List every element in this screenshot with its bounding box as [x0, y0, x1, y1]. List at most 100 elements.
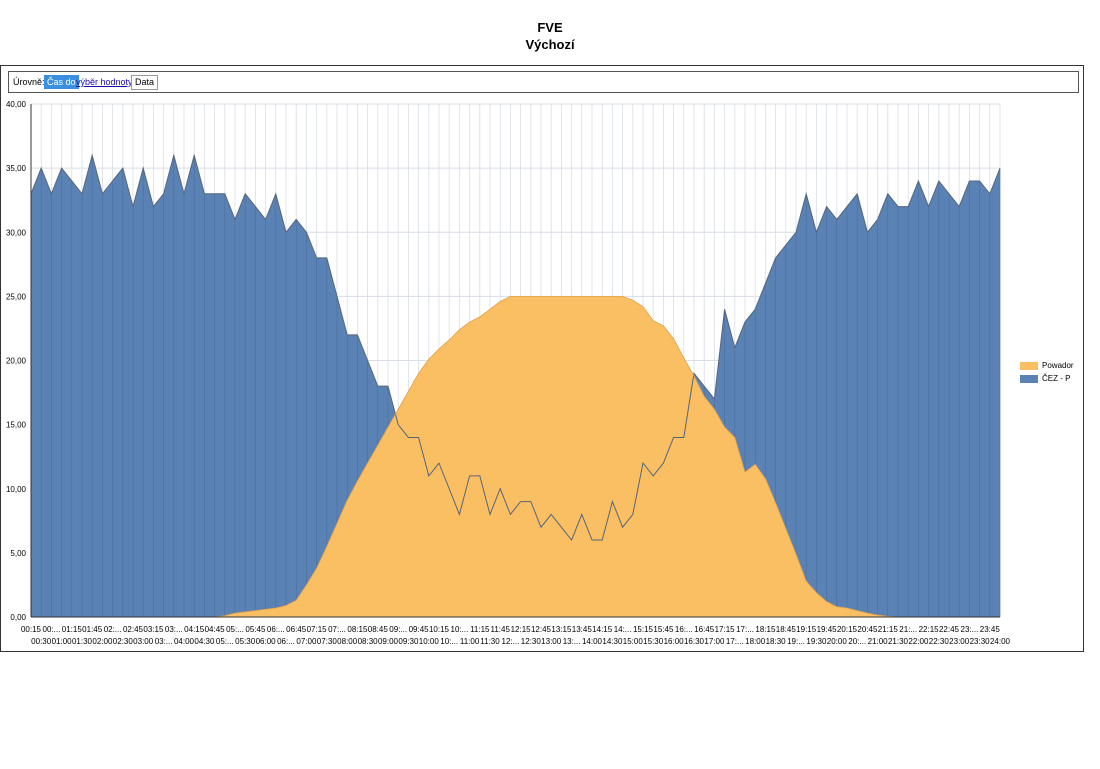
- x-tick-label-bottom: 23:30: [970, 637, 991, 646]
- x-tick-label-bottom: 11:30: [480, 637, 500, 646]
- legend-swatch-cez: [1020, 375, 1038, 383]
- y-tick-label: 35,00: [6, 164, 27, 173]
- x-tick-label-bottom: 10:00: [419, 637, 440, 646]
- x-tick-label-bottom: 21:30: [888, 637, 909, 646]
- x-tick-label-top: 11:45: [490, 625, 510, 634]
- x-tick-label-top: 15:15: [633, 625, 654, 634]
- x-tick-label-top: 15:45: [653, 625, 674, 634]
- x-tick-label-bottom: 09:00: [378, 637, 399, 646]
- x-tick-label-bottom: 12:...: [502, 637, 520, 646]
- y-tick-label: 15,00: [6, 421, 27, 430]
- x-tick-label-top: 10:15: [429, 625, 450, 634]
- x-tick-label-bottom: 00:30: [31, 637, 52, 646]
- chart-title: FVE: [537, 20, 563, 35]
- x-tick-label-top: 17:15: [715, 625, 736, 634]
- x-tick-label-top: 23:45: [980, 625, 1001, 634]
- x-tick-label-bottom: 15:00: [623, 637, 644, 646]
- x-tick-label-top: 12:15: [511, 625, 532, 634]
- x-tick-label-top: 06:45: [286, 625, 307, 634]
- x-tick-label-bottom: 23:00: [949, 637, 970, 646]
- x-tick-label-bottom: 03:...: [155, 637, 173, 646]
- x-tick-label-top: 16:...: [675, 625, 693, 634]
- legend-swatch-powador: [1020, 362, 1038, 370]
- x-tick-label-bottom: 14:00: [582, 637, 603, 646]
- x-tick-label-bottom: 16:30: [684, 637, 705, 646]
- x-tick-label-top: 23:...: [961, 625, 979, 634]
- x-tick-label-top: 11:15: [470, 625, 490, 634]
- x-tick-label-top: 06:...: [267, 625, 285, 634]
- chart-subtitle: Výchozí: [525, 37, 575, 52]
- x-tick-label-top: 04:15: [184, 625, 205, 634]
- y-tick-label: 0,00: [10, 613, 26, 622]
- x-tick-label-bottom: 19:...: [787, 637, 805, 646]
- x-tick-label-bottom: 20:...: [848, 637, 866, 646]
- x-tick-label-top: 01:45: [82, 625, 103, 634]
- series-line-cez: [30, 153, 1001, 542]
- x-tick-label-bottom: 13:00: [541, 637, 562, 646]
- levels-label: Úrovně:: [13, 77, 45, 87]
- x-tick-label-bottom: 18:00: [745, 637, 766, 646]
- x-tick-label-top: 08:15: [347, 625, 368, 634]
- chart-frame: [0, 65, 1084, 652]
- x-tick-label-bottom: 12:30: [521, 637, 542, 646]
- x-tick-label-bottom: 17:...: [726, 637, 744, 646]
- x-tick-label-top: 12:45: [531, 625, 552, 634]
- y-tick-label: 5,00: [10, 549, 26, 558]
- series-area-powador: [31, 296, 1000, 617]
- x-tick-label-top: 13:45: [572, 625, 593, 634]
- x-tick-label-top: 19:45: [817, 625, 838, 634]
- x-tick-label-bottom: 11:00: [460, 637, 480, 646]
- x-tick-label-top: 00:15: [21, 625, 42, 634]
- x-tick-label-top: 05:45: [245, 625, 266, 634]
- x-tick-label-top: 07:...: [328, 625, 346, 634]
- value-select-link[interactable]: výběr hodnoty: [76, 77, 133, 87]
- y-tick-label: 30,00: [6, 228, 27, 237]
- x-tick-label-top: 20:15: [837, 625, 858, 634]
- y-tick-label: 40,00: [6, 100, 27, 109]
- x-tick-label-bottom: 24:00: [990, 637, 1011, 646]
- x-tick-label-bottom: 05:30: [235, 637, 256, 646]
- x-tick-label-top: 22:15: [919, 625, 940, 634]
- x-tick-label-bottom: 19:30: [806, 637, 827, 646]
- x-tick-label-top: 14:...: [614, 625, 632, 634]
- legend-label-powador: Powador: [1042, 361, 1074, 370]
- x-tick-label-bottom: 06:00: [256, 637, 277, 646]
- x-tick-label-bottom: 16:00: [664, 637, 685, 646]
- x-tick-label-bottom: 20:00: [827, 637, 848, 646]
- data-level-chip[interactable]: Data: [131, 75, 159, 90]
- time-level-chip[interactable]: Čas do: [44, 75, 79, 89]
- x-tick-label-top: 18:15: [755, 625, 776, 634]
- x-tick-label-top: 21:...: [899, 625, 917, 634]
- legend-label-cez: ČEZ - P: [1042, 374, 1071, 383]
- x-tick-label-top: 07:15: [307, 625, 328, 634]
- x-tick-label-bottom: 01:00: [52, 637, 73, 646]
- x-tick-label-top: 17:...: [736, 625, 754, 634]
- x-tick-label-bottom: 03:00: [133, 637, 154, 646]
- x-tick-label-top: 04:45: [205, 625, 226, 634]
- x-tick-label-top: 19:15: [796, 625, 817, 634]
- x-tick-label-bottom: 22:00: [908, 637, 929, 646]
- x-tick-label-top: 05:...: [226, 625, 244, 634]
- x-tick-label-bottom: 07:30: [317, 637, 338, 646]
- x-tick-label-top: 13:15: [551, 625, 572, 634]
- x-tick-label-top: 02:45: [123, 625, 144, 634]
- x-tick-label-top: 20:45: [857, 625, 878, 634]
- x-tick-label-bottom: 10:...: [440, 637, 458, 646]
- x-tick-label-bottom: 09:30: [398, 637, 419, 646]
- x-tick-label-bottom: 02:30: [113, 637, 134, 646]
- x-tick-label-top: 01:15: [62, 625, 83, 634]
- x-tick-label-bottom: 08:00: [337, 637, 358, 646]
- x-tick-label-bottom: 14:30: [602, 637, 623, 646]
- x-tick-label-top: 03:...: [165, 625, 183, 634]
- x-tick-label-top: 10:...: [451, 625, 469, 634]
- x-tick-label-top: 18:45: [776, 625, 797, 634]
- x-tick-label-top: 14:15: [592, 625, 613, 634]
- x-tick-label-top: 08:45: [368, 625, 389, 634]
- x-tick-label-bottom: 18:30: [766, 637, 787, 646]
- x-tick-label-bottom: 22:30: [929, 637, 950, 646]
- x-tick-label-bottom: 07:00: [296, 637, 317, 646]
- x-tick-label-bottom: 06:...: [277, 637, 295, 646]
- x-tick-label-bottom: 05:...: [216, 637, 234, 646]
- x-tick-label-top: 00:...: [43, 625, 61, 634]
